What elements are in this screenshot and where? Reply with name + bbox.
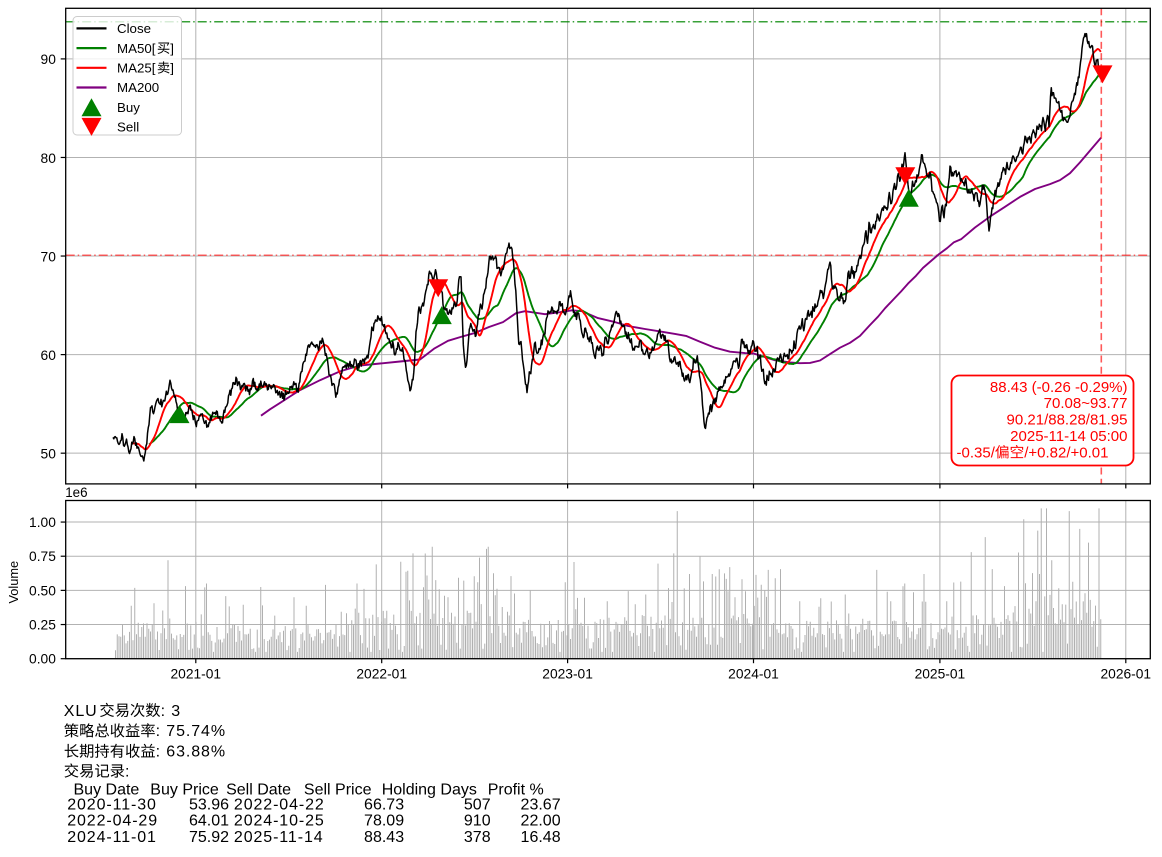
svg-text:2022-01: 2022-01: [356, 666, 407, 681]
svg-text:2025-01: 2025-01: [915, 666, 966, 681]
svg-text:Holding Days: Holding Days: [382, 782, 477, 799]
svg-text:70.08~93.77: 70.08~93.77: [1044, 395, 1128, 412]
svg-text:2024-11-01: 2024-11-01: [67, 829, 157, 846]
svg-text:2024-01: 2024-01: [728, 666, 779, 681]
svg-text:MA50[: MA50[: [117, 41, 156, 56]
svg-text:2025-11-14: 2025-11-14: [234, 829, 324, 846]
svg-text:: 63.88%: : 63.88%: [156, 744, 226, 761]
svg-text:70: 70: [41, 249, 57, 264]
svg-text:XLU: XLU: [64, 703, 98, 720]
svg-text:507: 507: [464, 797, 491, 814]
svg-text:88.43 (-0.26 -0.29%): 88.43 (-0.26 -0.29%): [990, 379, 1128, 396]
svg-text:Profit %: Profit %: [488, 782, 544, 799]
svg-text:]: ]: [170, 61, 174, 76]
svg-text:0.50: 0.50: [29, 583, 56, 598]
svg-text:78.09: 78.09: [364, 813, 404, 830]
svg-text:64.01: 64.01: [189, 813, 229, 830]
svg-text:0.25: 0.25: [29, 618, 56, 633]
svg-text:Close: Close: [117, 21, 151, 36]
svg-text:1e6: 1e6: [65, 485, 87, 500]
svg-text:60: 60: [41, 348, 57, 363]
svg-text:2025-11-14 05:00: 2025-11-14 05:00: [1010, 428, 1127, 445]
svg-text:2022-04-22: 2022-04-22: [234, 797, 325, 814]
svg-text:MA200: MA200: [117, 80, 159, 95]
svg-text:-0.35/: -0.35/: [957, 444, 996, 461]
svg-text:50: 50: [41, 446, 57, 461]
svg-text:Buy Date: Buy Date: [74, 782, 140, 799]
svg-text:/+0.82/+0.01: /+0.82/+0.01: [1024, 444, 1108, 461]
svg-text:80: 80: [41, 151, 57, 166]
svg-text:0.75: 0.75: [29, 549, 56, 564]
svg-text:Sell Price: Sell Price: [304, 782, 372, 799]
svg-text:23.67: 23.67: [521, 797, 561, 814]
svg-text:16.48: 16.48: [521, 829, 561, 846]
svg-text:: 75.74%: : 75.74%: [156, 723, 226, 740]
svg-text:Buy Price: Buy Price: [150, 782, 219, 799]
svg-text:2021-01: 2021-01: [170, 666, 221, 681]
svg-text:90.21/88.28/81.95: 90.21/88.28/81.95: [1007, 412, 1128, 429]
svg-text:]: ]: [170, 41, 174, 56]
svg-text:910: 910: [464, 813, 491, 830]
svg-text::: :: [125, 763, 129, 780]
svg-text:Buy: Buy: [117, 100, 140, 115]
svg-text:22.00: 22.00: [521, 813, 561, 830]
svg-text:1.00: 1.00: [29, 515, 56, 530]
svg-text:2020-11-30: 2020-11-30: [67, 797, 157, 814]
svg-text:Sell: Sell: [117, 120, 139, 135]
svg-text:53.96: 53.96: [189, 797, 229, 814]
svg-text:75.92: 75.92: [189, 829, 229, 846]
svg-text:378: 378: [464, 829, 491, 846]
svg-text:66.73: 66.73: [364, 797, 404, 814]
svg-text:2024-10-25: 2024-10-25: [234, 813, 325, 830]
svg-text:: 3: : 3: [161, 703, 182, 720]
svg-text:2023-01: 2023-01: [542, 666, 593, 681]
svg-text:90: 90: [41, 52, 57, 67]
svg-text:Volume: Volume: [6, 561, 21, 604]
svg-text:2022-04-29: 2022-04-29: [67, 813, 158, 830]
svg-text:Sell Date: Sell Date: [226, 782, 291, 799]
svg-text:2026-01: 2026-01: [1100, 666, 1151, 681]
svg-text:88.43: 88.43: [364, 829, 404, 846]
svg-text:0.00: 0.00: [29, 652, 56, 667]
svg-text:MA25[: MA25[: [117, 61, 156, 76]
